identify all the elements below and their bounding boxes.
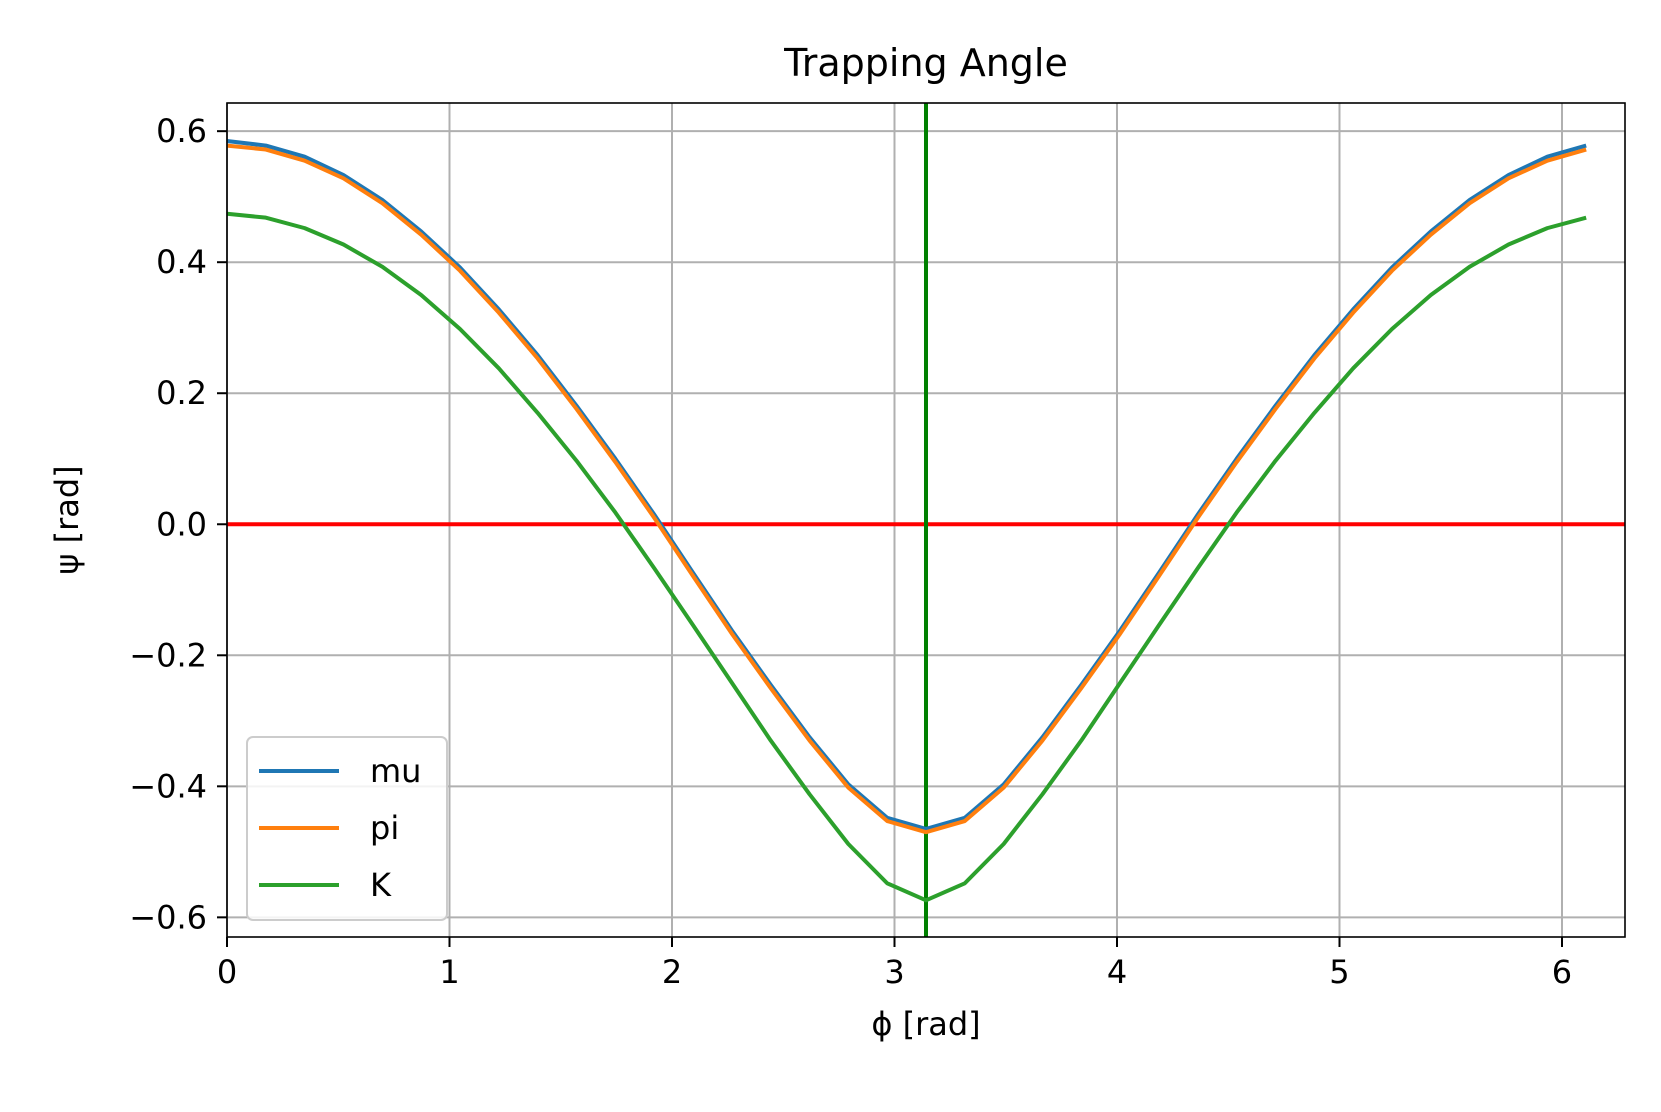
legend-label-mu: mu [370, 752, 421, 790]
y-tick-label: −0.6 [129, 898, 207, 936]
legend-label-pi: pi [370, 809, 399, 847]
y-tick-label: 0.6 [156, 112, 207, 150]
data-series [226, 139, 1587, 903]
y-tick-label: −0.2 [129, 636, 207, 674]
y-axis-ticks: 0.6 0.4 0.2 0.0 −0.2 −0.4 −0.6 [129, 112, 227, 936]
y-tick-label: 0.2 [156, 374, 207, 412]
y-tick-label: 0.4 [156, 243, 207, 281]
x-tick-label: 4 [1107, 953, 1127, 991]
x-tick-label: 3 [884, 953, 904, 991]
x-tick-label: 2 [662, 953, 682, 991]
x-axis-label: ϕ [rad] [871, 1005, 980, 1043]
x-tick-label: 1 [439, 953, 459, 991]
x-tick-label: 5 [1329, 953, 1349, 991]
series-line-mu [226, 139, 1587, 831]
series-line-pi [226, 143, 1587, 835]
legend: mu pi K [246, 736, 448, 921]
chart-title: Trapping Angle [783, 41, 1068, 85]
y-axis-label: ψ [rad] [48, 465, 86, 574]
y-tick-label: −0.4 [129, 767, 207, 805]
legend-box [246, 736, 448, 921]
x-axis-ticks: 0 1 2 3 4 5 6 [217, 937, 1572, 991]
series-line-k [226, 211, 1587, 903]
x-tick-label: 0 [217, 953, 237, 991]
plot-frame [226, 102, 1626, 938]
x-tick-label: 6 [1552, 953, 1572, 991]
y-tick-label: 0.0 [156, 505, 207, 543]
legend-label-k: K [370, 866, 392, 904]
reference-lines [227, 103, 1625, 937]
